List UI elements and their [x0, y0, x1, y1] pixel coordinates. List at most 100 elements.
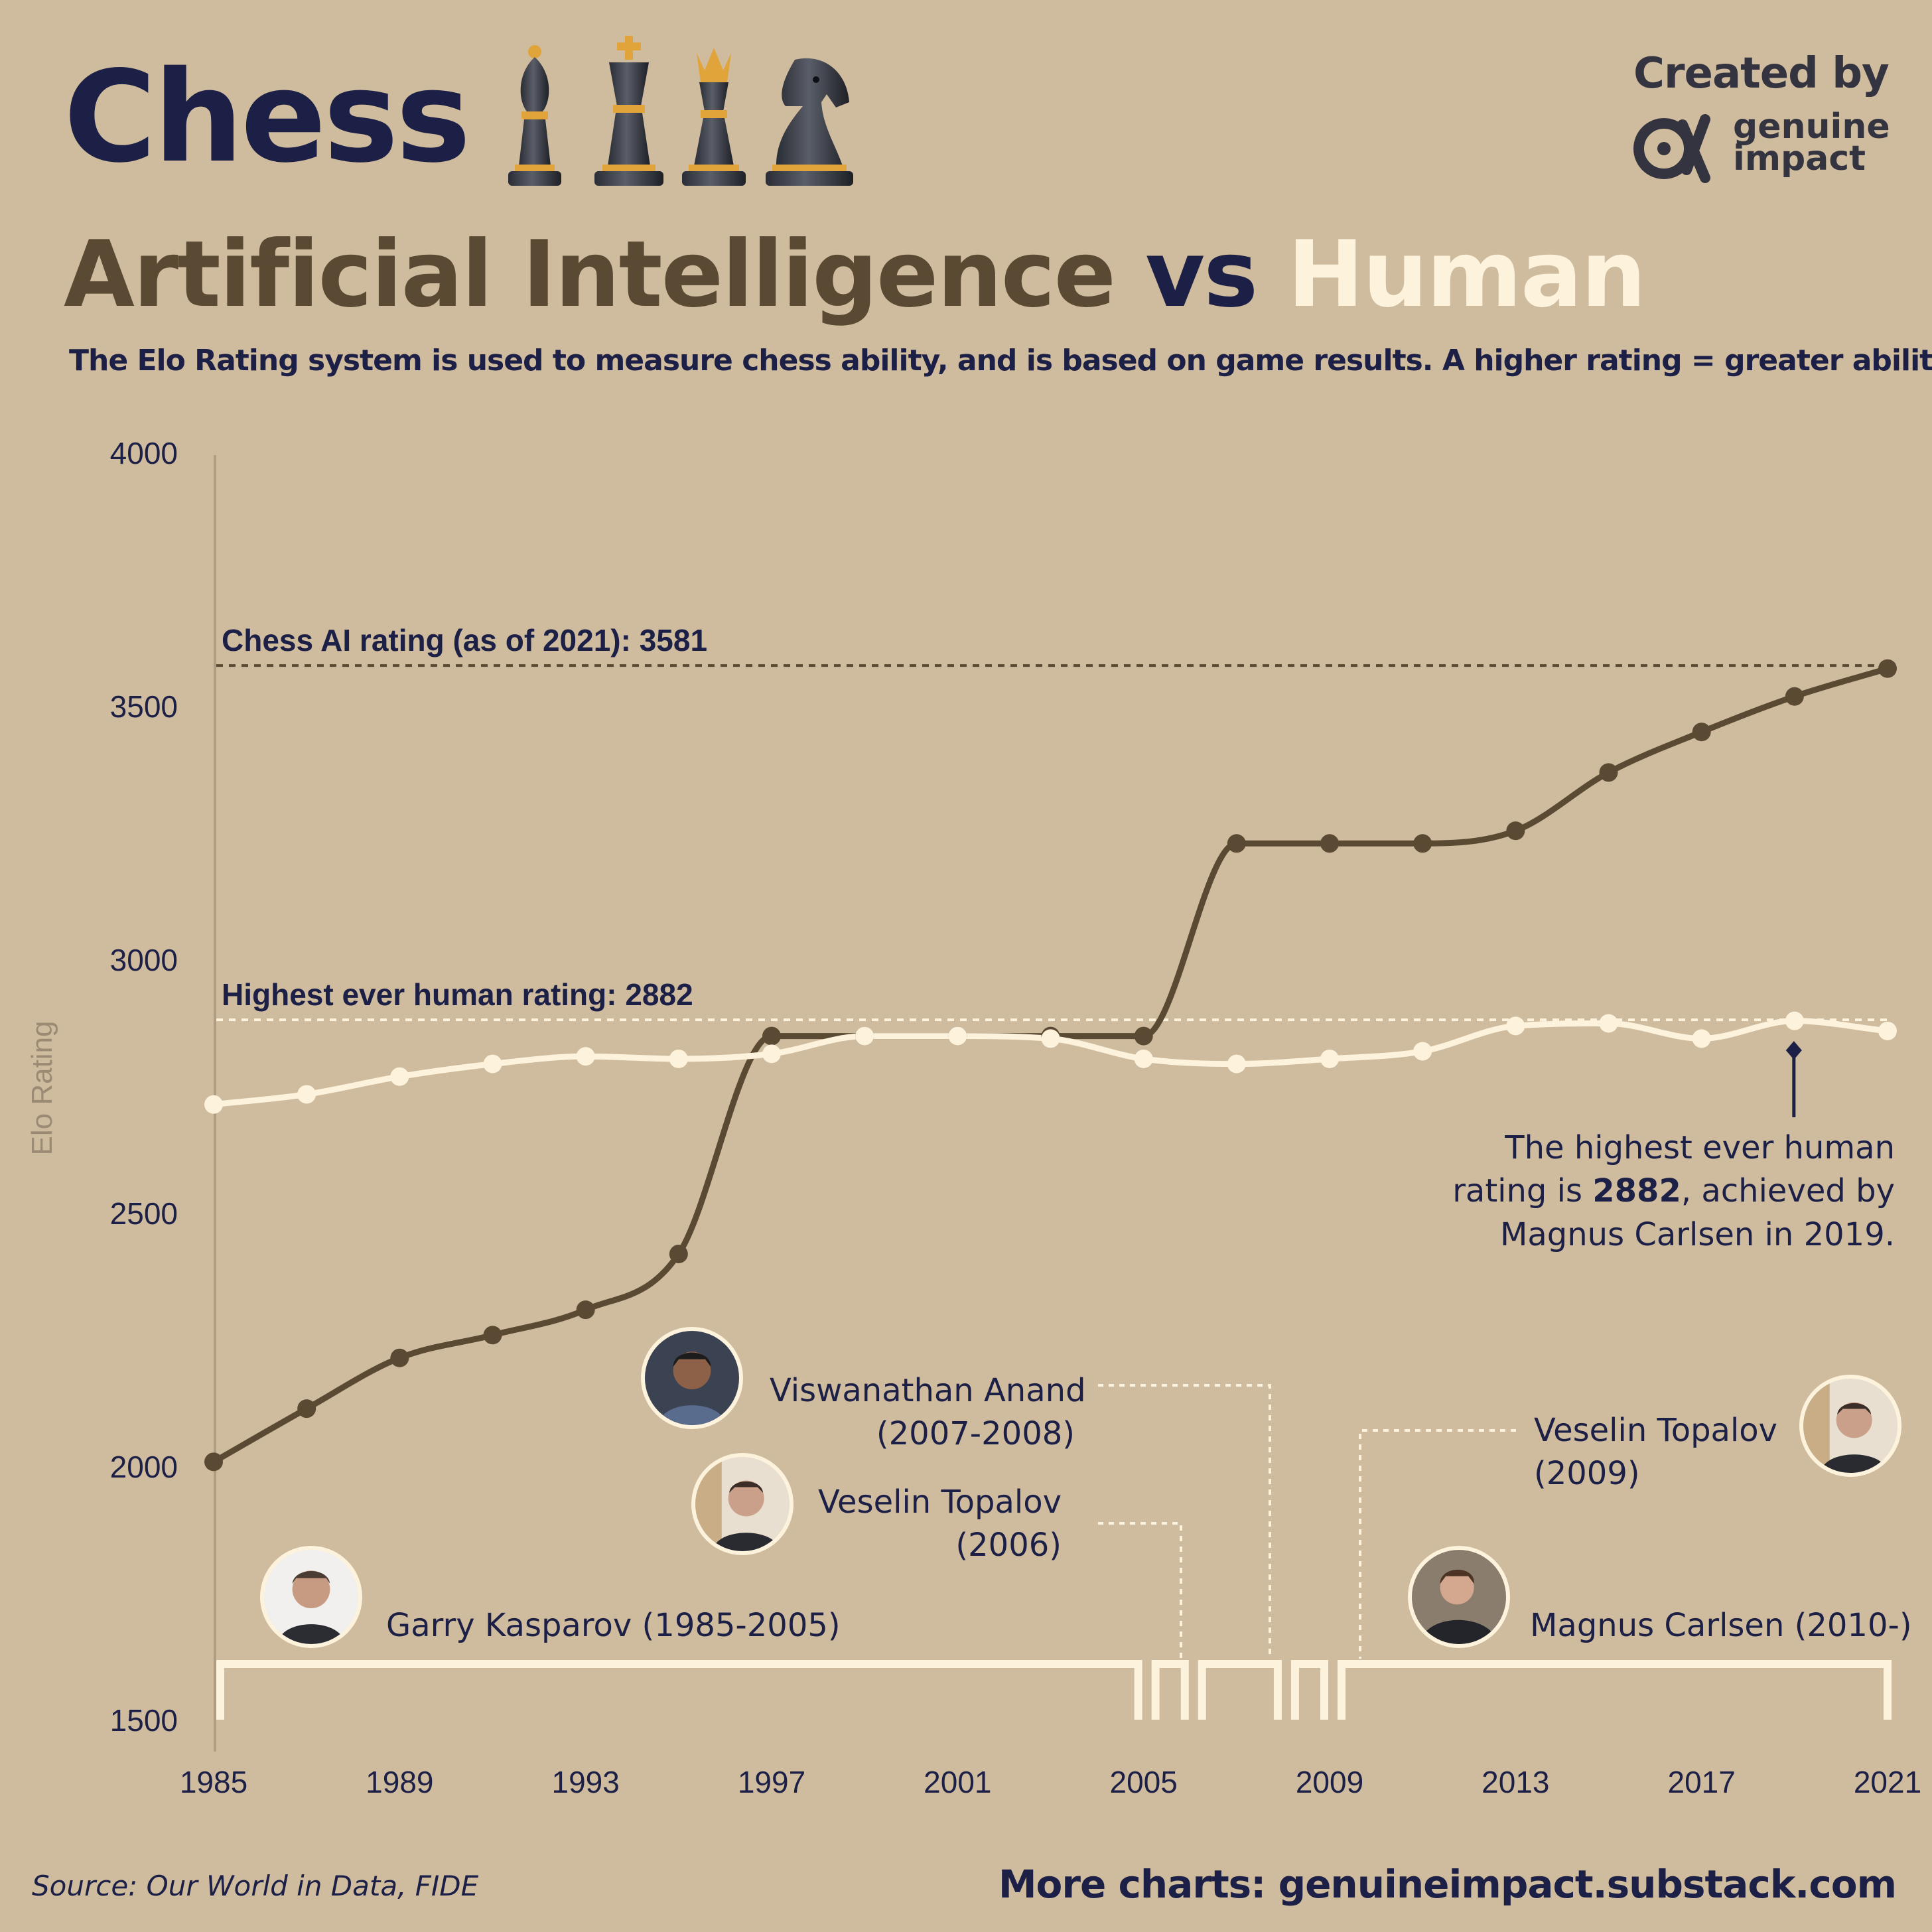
y-axis-label: Elo Rating [26, 1020, 58, 1155]
champion-label-topalov-2006: Veselin Topalov (2006) [796, 1481, 1062, 1568]
ai-data-point [390, 1348, 409, 1367]
reference-label: Chess AI rating (as of 2021): 3581 [222, 623, 707, 657]
more-charts-link[interactable]: More charts: genuineimpact.substack.com [998, 1862, 1897, 1907]
champion-name-anand: Viswanathan Anand [770, 1372, 1086, 1409]
x-tick-label: 2017 [1667, 1765, 1735, 1799]
ai-data-point [1599, 763, 1618, 782]
champion-years-topalov-2006: (2006) [955, 1527, 1062, 1564]
y-tick-label: 2500 [110, 1196, 178, 1231]
x-tick-label: 1993 [551, 1765, 619, 1799]
x-tick-label: 2001 [924, 1765, 991, 1799]
x-tick-label: 2009 [1296, 1765, 1363, 1799]
genuine-impact-logo-icon [1633, 114, 1710, 183]
ai-data-point [1413, 834, 1432, 853]
human-data-point [1878, 1021, 1897, 1040]
human-data-point [855, 1026, 874, 1046]
champion-bracket [1198, 1660, 1282, 1720]
y-tick-label: 2000 [110, 1450, 178, 1484]
ai-data-point [1227, 834, 1246, 853]
annotation-line1: The highest ever human [1505, 1129, 1895, 1166]
x-tick-label: 2005 [1109, 1765, 1177, 1799]
champion-name-topalov-2009: Veselin Topalov [1534, 1412, 1778, 1449]
human-data-point [1227, 1054, 1246, 1073]
champion-connector [1098, 1384, 1271, 1659]
ai-data-point [669, 1245, 688, 1264]
ai-data-point [1506, 821, 1525, 841]
subtitle-ai: Artificial Intelligence [64, 221, 1116, 328]
created-by: Created by [1633, 49, 1890, 98]
champion-bracket [1151, 1660, 1189, 1720]
human-data-point [576, 1047, 595, 1066]
ai-data-point [297, 1399, 316, 1418]
ai-data-point [576, 1300, 595, 1320]
y-tick-label: 1500 [110, 1703, 178, 1738]
human-data-point [669, 1049, 688, 1068]
champion-label-carlsen: Magnus Carlsen (2010-) [1530, 1607, 1912, 1644]
human-data-point [1320, 1049, 1339, 1068]
subtitle-human: Human [1287, 221, 1646, 328]
human-data-point [204, 1095, 223, 1114]
ai-data-point [204, 1452, 223, 1472]
champion-name-topalov-2006: Veselin Topalov [817, 1484, 1062, 1521]
human-data-point [1134, 1049, 1153, 1068]
x-tick-label: 1985 [180, 1765, 247, 1799]
avatar-anand [641, 1327, 743, 1429]
y-tick-label: 3500 [110, 689, 178, 724]
peak-annotation: The highest ever human rating is 2882, a… [1452, 1127, 1895, 1257]
page-title: Chess [64, 44, 471, 190]
human-data-point [1785, 1011, 1804, 1030]
brand-line1: genuine [1733, 107, 1890, 147]
human-data-point [762, 1044, 781, 1064]
human-data-point [390, 1067, 409, 1086]
human-data-point [1041, 1029, 1060, 1048]
avatar-kasparov [260, 1546, 362, 1648]
human-data-point [1506, 1016, 1525, 1036]
subtitle-vs: vs [1145, 221, 1258, 328]
knight-icon [766, 58, 853, 186]
champion-label-anand: Viswanathan Anand (2007-2008) [770, 1369, 1086, 1456]
human-data-point [297, 1085, 316, 1104]
ai-data-point [1785, 687, 1804, 706]
page-subtitle: Artificial Intelligence vs Human [64, 229, 1646, 320]
ai-data-point [1320, 834, 1339, 853]
human-data-point [1599, 1014, 1618, 1033]
avatar-topalov-2006 [691, 1453, 794, 1555]
brand-name: genuine impact [1733, 107, 1890, 178]
champion-connector [1359, 1429, 1516, 1659]
y-tick-label: 3000 [110, 943, 178, 977]
ai-data-point [483, 1326, 502, 1345]
annotation-value: 2882 [1592, 1172, 1681, 1210]
chess-pieces [508, 36, 853, 186]
source-note: Source: Our World in Data, FIDE [32, 1870, 479, 1902]
ai-data-point [1134, 1026, 1153, 1046]
human-data-point [1692, 1029, 1711, 1048]
annotation-line3: Magnus Carlsen in 2019. [1499, 1215, 1895, 1253]
ai-data-point [1878, 659, 1897, 678]
champion-label-topalov-2009: Veselin Topalov (2009) [1534, 1409, 1777, 1496]
y-tick-label: 4000 [110, 436, 178, 470]
brand-line2: impact [1733, 138, 1866, 178]
champion-label-kasparov: Garry Kasparov (1985-2005) [386, 1607, 841, 1644]
human-data-point [1413, 1042, 1432, 1061]
champion-connector [1098, 1522, 1182, 1659]
avatar-topalov-2009 [1799, 1375, 1901, 1477]
x-tick-label: 1989 [366, 1765, 433, 1799]
king-icon [594, 36, 663, 186]
human-data-point [483, 1054, 502, 1073]
x-tick-label: 1997 [738, 1765, 805, 1799]
annotation-line2: rating is 2882, achieved by [1452, 1172, 1895, 1210]
champion-years-topalov-2009: (2009) [1534, 1455, 1640, 1493]
reference-label: Highest ever human rating: 2882 [222, 977, 693, 1012]
ai-data-point [1692, 723, 1711, 742]
bishop-icon [508, 45, 561, 186]
x-tick-label: 2021 [1854, 1765, 1921, 1799]
champion-bracket [1338, 1660, 1892, 1720]
champion-bracket [1290, 1660, 1328, 1720]
avatar-carlsen [1408, 1546, 1510, 1648]
champion-years-anand: (2007-2008) [876, 1415, 1075, 1453]
queen-icon [682, 48, 746, 186]
human-data-point [948, 1026, 967, 1046]
description: The Elo Rating system is used to measure… [69, 344, 1932, 378]
x-tick-label: 2013 [1482, 1765, 1549, 1799]
